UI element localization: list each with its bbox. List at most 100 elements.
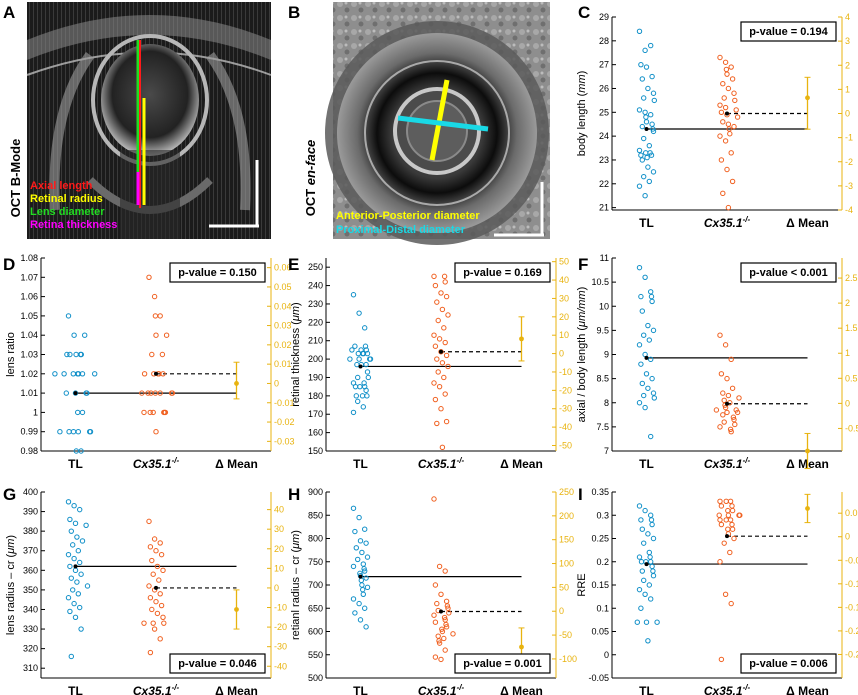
tl-point	[638, 517, 644, 523]
cx-point	[725, 392, 732, 399]
cx-point	[438, 591, 444, 597]
tl-point	[78, 351, 85, 358]
tl-point	[650, 535, 657, 542]
tl-point	[349, 347, 355, 353]
tl-point	[639, 157, 645, 163]
y-tick-label: 0.1	[596, 603, 609, 613]
right-tick-label: 40	[559, 275, 569, 285]
y-tick-label: 1.02	[20, 369, 38, 379]
tl-mean-marker	[644, 126, 649, 131]
p-value-box	[740, 21, 837, 42]
y-axis-label: retianl radius – cr (μm)	[290, 530, 302, 640]
cx-point	[729, 385, 736, 391]
cx-point	[717, 559, 723, 565]
cx-point	[728, 356, 734, 363]
x-label-cx-name: Cx35.1	[133, 684, 172, 695]
y-axis-label-unit: μm/mm	[576, 290, 588, 328]
tl-point	[357, 383, 363, 390]
p-value-box	[454, 653, 551, 674]
cx-point	[443, 352, 450, 359]
tl-point	[365, 374, 371, 381]
cx-point	[432, 343, 439, 349]
cx-point	[153, 548, 159, 554]
right-tick-label: 0.02	[274, 340, 292, 350]
panel-label-d: D	[3, 255, 15, 274]
cx-point	[153, 332, 159, 338]
right-tick-label: -20	[559, 385, 572, 395]
tl-point	[650, 128, 657, 135]
x-label-cx-sup: -/-	[172, 683, 180, 692]
right-tick-label: -0.05	[845, 555, 858, 565]
y-tick-label: 170	[308, 409, 323, 419]
p-value-box	[169, 653, 266, 674]
tl-point	[641, 173, 647, 180]
tl-point	[642, 193, 648, 199]
panel-a: A OCT B-Mode Axial length Retinal radius…	[3, 2, 272, 239]
right-tick-label: -50	[559, 630, 572, 640]
x-label-tl: TL	[68, 684, 83, 695]
right-tick-label: -0.1	[845, 579, 858, 589]
tl-point	[362, 568, 368, 574]
tl-point	[648, 152, 655, 158]
p-value-text: p-value = 0.169	[463, 267, 542, 279]
right-tick-label: 10	[274, 563, 284, 573]
tl-point	[347, 356, 353, 362]
tl-point	[355, 556, 361, 563]
tl-point	[350, 505, 357, 511]
tl-point	[364, 554, 371, 560]
cx-point	[728, 600, 734, 607]
y-tick-label: 1.08	[20, 253, 38, 263]
tl-point	[67, 351, 73, 358]
cx-point	[723, 498, 729, 504]
x-label-cx-name: Cx35.1	[418, 457, 457, 471]
tl-point	[72, 567, 79, 574]
right-tick-label: -0.2	[845, 626, 858, 636]
tl-point	[638, 361, 644, 367]
y-tick-label: 160	[308, 428, 323, 438]
tl-point	[70, 371, 77, 377]
cx-point	[725, 121, 732, 127]
tl-point	[639, 76, 645, 82]
cx-point	[446, 610, 452, 616]
cx-point	[149, 557, 155, 564]
tl-point	[356, 514, 362, 521]
cx-point	[724, 166, 730, 173]
y-tick-label: 0.98	[20, 446, 38, 456]
cx-point	[436, 638, 442, 644]
tl-point	[650, 126, 656, 132]
tl-mean-marker	[644, 562, 649, 567]
y-tick-label: 350	[23, 585, 38, 595]
tl-point	[638, 293, 644, 300]
cx-point	[727, 426, 734, 432]
tl-point	[364, 369, 371, 375]
tl-point	[639, 526, 645, 532]
tl-point	[360, 404, 366, 410]
cx-point	[147, 409, 153, 416]
delta-mean-marker	[805, 448, 810, 454]
cx-point	[436, 563, 443, 570]
tl-point	[641, 332, 647, 338]
cx-point	[434, 600, 440, 607]
y-tick-label: 29	[599, 12, 609, 22]
tl-point	[645, 322, 651, 329]
cx-point	[443, 624, 450, 630]
y-tick-label: 340	[23, 604, 38, 614]
y-tick-label: 1.06	[20, 292, 38, 302]
y-tick-label: 500	[308, 673, 323, 683]
y-tick-label: 600	[308, 627, 323, 637]
cx-point	[438, 290, 444, 296]
tl-point	[643, 619, 650, 625]
cx-point	[720, 390, 726, 396]
cx-point	[432, 654, 439, 660]
tl-point	[643, 119, 650, 125]
right-tick-label: 0.01	[274, 359, 292, 369]
tl-point	[648, 517, 655, 523]
right-tick-label: 0.05	[274, 282, 292, 292]
x-label-cx: Cx35.1-/-	[704, 683, 751, 695]
tl-point	[61, 371, 67, 377]
cx-point	[734, 409, 741, 416]
cx-point	[443, 598, 450, 604]
tl-point	[643, 114, 649, 120]
y-axis-label-end: )	[576, 287, 588, 291]
cx-point	[441, 614, 448, 621]
